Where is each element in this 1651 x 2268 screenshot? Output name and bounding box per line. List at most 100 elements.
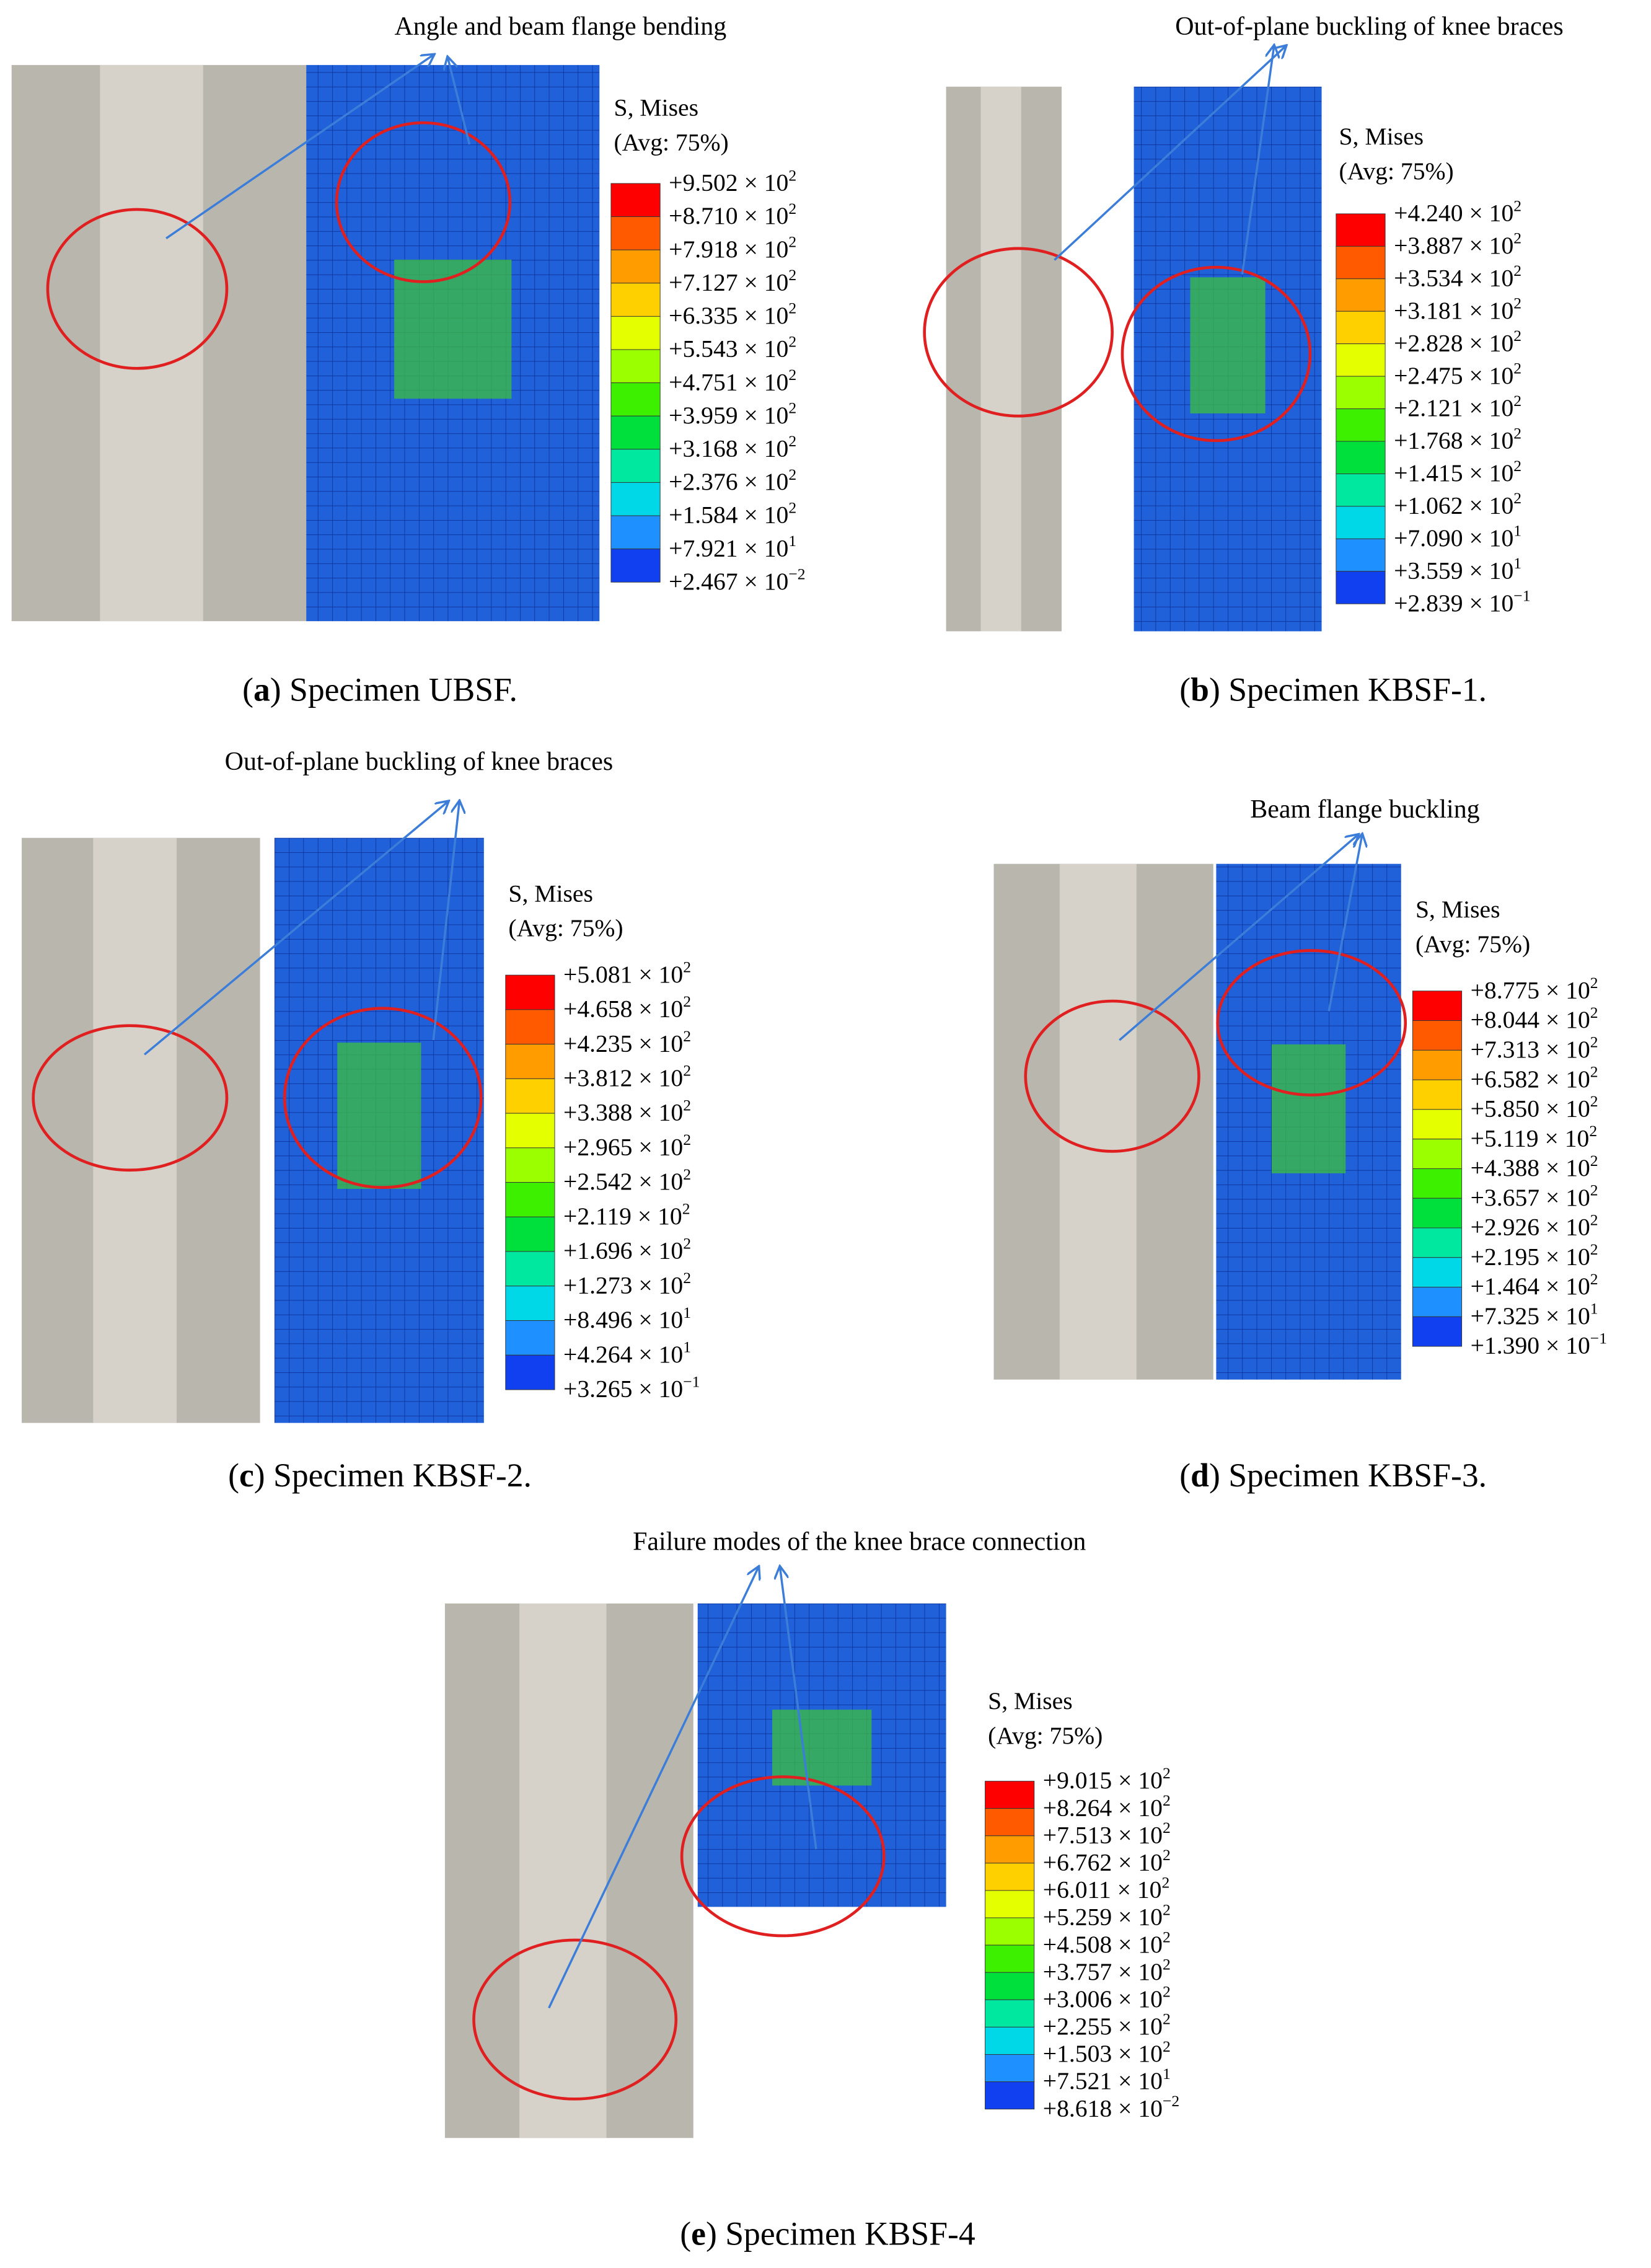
- legend-exponent: 2: [788, 233, 796, 251]
- legend-swatch: [1336, 278, 1386, 312]
- legend-exponent: −1: [1590, 1329, 1607, 1347]
- legend-value: +4.751 × 102: [669, 366, 796, 395]
- legend-exponent: 2: [1590, 1211, 1598, 1229]
- legend-value: +7.313 × 102: [1471, 1033, 1598, 1063]
- annotation: Out-of-plane buckling of knee braces: [1175, 12, 1563, 41]
- legend-swatch: [1412, 1316, 1463, 1347]
- legend-exponent: 2: [683, 958, 691, 976]
- annotation: Angle and beam flange bending: [394, 12, 726, 41]
- legend-value: +7.090 × 101: [1394, 522, 1521, 552]
- legend-swatch: [610, 216, 661, 250]
- legend-exponent: 2: [1513, 327, 1521, 345]
- pointer-arrow: [1119, 835, 1358, 1041]
- highlight-ellipse: [1216, 949, 1407, 1096]
- legend-swatch: [1336, 213, 1386, 247]
- legend-exponent: −1: [683, 1372, 700, 1390]
- legend-mantissa: +7.090 × 10: [1394, 524, 1513, 552]
- fe-hotspot: [1190, 277, 1266, 414]
- legend-mantissa: +4.508 × 10: [1043, 1931, 1163, 1958]
- caption: (c) Specimen KBSF-2.: [228, 1457, 532, 1494]
- legend-exponent: 2: [1163, 1900, 1171, 1918]
- caption-open: (: [1179, 1457, 1191, 1494]
- legend-exponent: 2: [1513, 489, 1521, 507]
- legend-swatch: [1336, 245, 1386, 280]
- legend-value: +3.006 × 102: [1043, 1983, 1171, 2013]
- highlight-ellipse: [46, 208, 229, 370]
- legend-swatch: [1336, 441, 1386, 474]
- legend-exponent: 2: [788, 498, 796, 516]
- legend-swatch: [1336, 506, 1386, 539]
- legend-value: +3.812 × 102: [563, 1062, 691, 1092]
- pointer-arrow: [780, 1568, 817, 1850]
- highlight-ellipse: [1120, 265, 1312, 443]
- legend-exponent: 2: [788, 166, 796, 184]
- legend-swatch: [1336, 343, 1386, 377]
- legend-mantissa: +3.959 × 10: [669, 402, 788, 429]
- legend-value: +3.887 × 102: [1394, 229, 1521, 259]
- legend-mantissa: +5.081 × 10: [563, 961, 683, 988]
- legend-swatch: [505, 974, 555, 1010]
- legend-value: +9.015 × 102: [1043, 1764, 1171, 1794]
- legend-value: +8.775 × 102: [1471, 974, 1598, 1004]
- legend-value: +9.502 × 102: [669, 166, 796, 196]
- legend-exponent: 1: [1513, 522, 1521, 540]
- pointer-arrow: [144, 801, 447, 1056]
- legend-value: +3.657 × 102: [1471, 1181, 1598, 1211]
- legend-value: +2.828 × 102: [1394, 327, 1521, 356]
- legend-exponent: 2: [683, 1165, 691, 1183]
- pointer-arrow: [1054, 46, 1285, 261]
- legend-swatch: [505, 1113, 555, 1149]
- legend-swatch: [505, 1044, 555, 1079]
- legend-mantissa: +2.467 × 10: [669, 568, 788, 595]
- legend-exponent: 2: [1163, 2010, 1171, 2028]
- legend-swatch: [1336, 538, 1386, 572]
- legend-exponent: 2: [788, 266, 796, 284]
- legend-value: +7.513 × 102: [1043, 1819, 1171, 1848]
- legend-exponent: 2: [683, 1234, 691, 1252]
- highlight-ellipse: [923, 247, 1114, 418]
- legend-exponent: 2: [788, 366, 796, 384]
- legend-swatch: [1336, 408, 1386, 442]
- highlight-ellipse: [32, 1024, 229, 1172]
- legend-value: +3.534 × 102: [1394, 262, 1521, 291]
- legend-exponent: 2: [1163, 1983, 1171, 2001]
- legend-mantissa: +5.259 × 10: [1043, 1904, 1163, 1931]
- legend-value: +2.255 × 102: [1043, 2010, 1171, 2040]
- legend-mantissa: +8.775 × 10: [1471, 976, 1590, 1004]
- legend-exponent: 2: [1163, 1764, 1171, 1782]
- legend-mantissa: +4.264 × 10: [563, 1341, 683, 1368]
- legend-swatch: [610, 482, 661, 516]
- legend-exponent: 1: [1513, 554, 1521, 572]
- legend-mantissa: +2.376 × 10: [669, 468, 788, 495]
- caption-open: (: [228, 1457, 239, 1494]
- legend-swatch: [610, 349, 661, 384]
- highlight-ellipse: [1024, 999, 1200, 1153]
- legend-swatch: [610, 549, 661, 583]
- legend-mantissa: +3.006 × 10: [1043, 1985, 1163, 2013]
- legend-value: +4.508 × 102: [1043, 1928, 1171, 1957]
- legend-exponent: −2: [788, 565, 805, 583]
- legend-mantissa: +3.812 × 10: [563, 1064, 683, 1092]
- legend-exponent: 2: [1590, 1004, 1598, 1021]
- caption-text: ) Specimen KBSF-3.: [1209, 1457, 1487, 1494]
- annotation: Beam flange buckling: [1250, 795, 1479, 824]
- legend-swatch: [505, 1182, 555, 1217]
- legend-exponent: −2: [1163, 2092, 1179, 2110]
- legend-value: +5.259 × 102: [1043, 1900, 1171, 1930]
- legend-swatch: [1412, 1168, 1463, 1199]
- legend-title: S, Mises: [988, 1687, 1072, 1714]
- caption-letter: a: [253, 671, 270, 708]
- legend-swatch: [1412, 1257, 1463, 1288]
- legend-mantissa: +8.710 × 10: [669, 202, 788, 229]
- legend-swatch: [610, 249, 661, 284]
- caption-letter: d: [1191, 1457, 1209, 1494]
- legend-exponent: 1: [1163, 2065, 1171, 2083]
- legend-exponent: 2: [683, 1096, 691, 1114]
- legend-swatch: [505, 1354, 555, 1390]
- legend-value: +2.926 × 102: [1471, 1211, 1598, 1240]
- legend-value: +2.475 × 102: [1394, 359, 1521, 389]
- legend-value: +3.388 × 102: [563, 1096, 691, 1126]
- legend-mantissa: +1.390 × 10: [1471, 1332, 1590, 1359]
- legend-title: S, Mises: [508, 880, 592, 907]
- legend-mantissa: +3.887 × 10: [1394, 232, 1513, 259]
